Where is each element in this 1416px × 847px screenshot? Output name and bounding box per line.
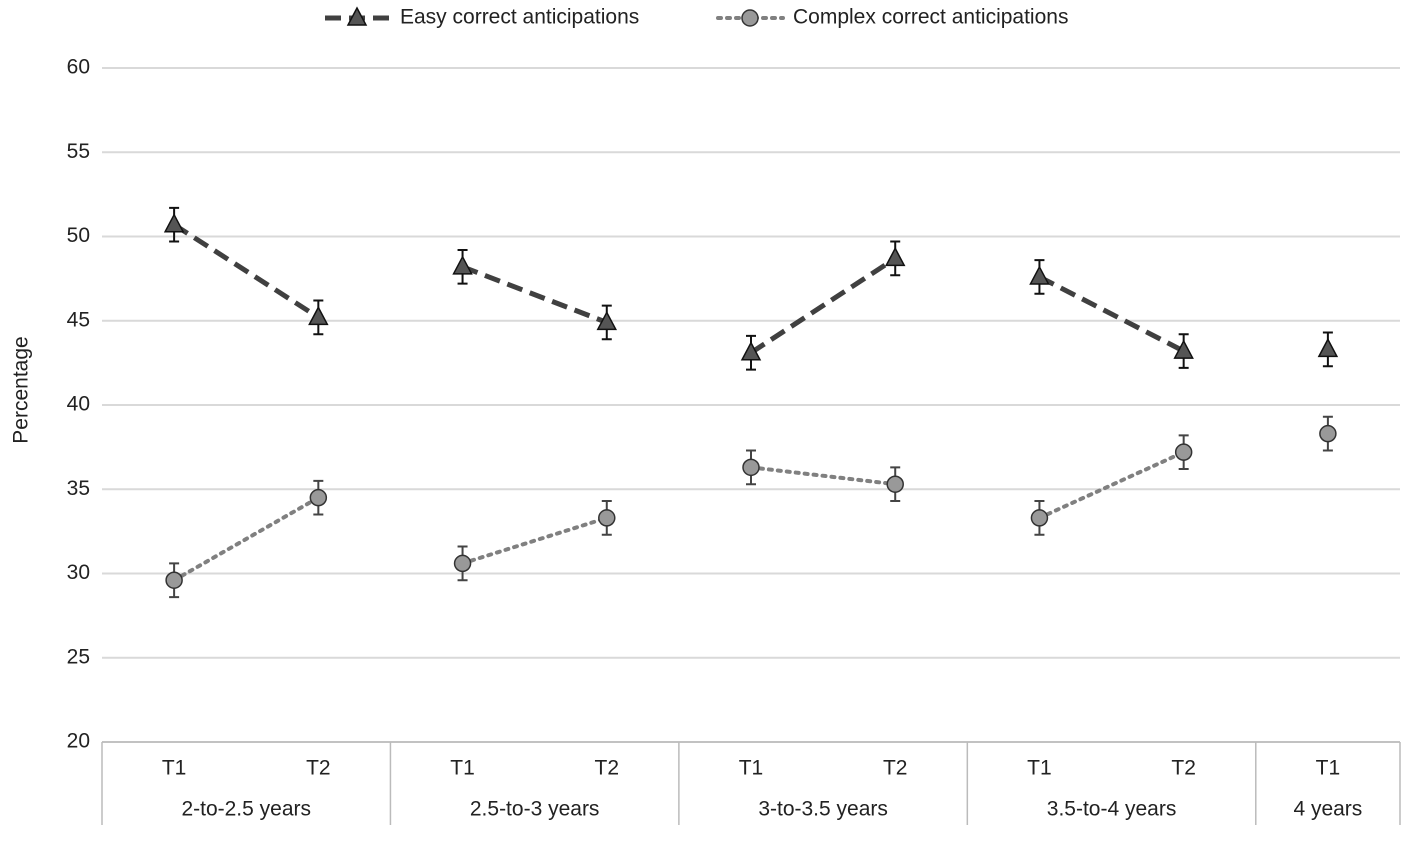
group-label: 2.5-to-3 years: [470, 798, 600, 821]
x-tick-label: T2: [306, 757, 331, 780]
y-tick-label: 55: [67, 140, 90, 163]
y-axis-label: Percentage: [10, 336, 33, 443]
point: [452, 255, 473, 275]
series-line: [460, 515, 609, 566]
series-line: [749, 465, 898, 487]
x-tick-label: T2: [883, 757, 908, 780]
point: [163, 213, 185, 233]
point: [740, 341, 762, 361]
y-tick-label: 25: [67, 645, 90, 668]
y-tick-label: 60: [67, 56, 90, 79]
point: [1317, 337, 1339, 358]
x-tick-label: T1: [739, 757, 764, 780]
legend-label: Complex correct anticipations: [793, 6, 1068, 29]
point: [1174, 443, 1193, 461]
point: [1029, 265, 1050, 285]
group-label: 4 years: [1293, 798, 1362, 821]
legend-marker: [346, 6, 368, 26]
point: [1173, 339, 1194, 359]
point: [309, 488, 328, 507]
point: [886, 475, 904, 493]
point: [165, 571, 183, 589]
group-label: 3-to-3.5 years: [758, 798, 888, 821]
legend-label: Easy correct anticipations: [400, 6, 639, 29]
point: [742, 458, 760, 477]
point: [1319, 424, 1337, 443]
group-label: 3.5-to-4 years: [1047, 798, 1177, 821]
x-tick-label: T1: [450, 757, 475, 780]
x-tick-label: T2: [1171, 757, 1196, 780]
y-tick-label: 20: [67, 730, 90, 753]
legend-marker: [741, 9, 759, 27]
x-tick-label: T1: [162, 757, 187, 780]
series-line: [1037, 450, 1186, 520]
x-tick-label: T2: [595, 757, 620, 780]
group-label: 2-to-2.5 years: [181, 798, 311, 821]
series-line: [172, 495, 321, 583]
series-line: [461, 264, 608, 325]
point: [596, 310, 618, 331]
y-tick-label: 35: [67, 477, 90, 500]
x-tick-label: T1: [1316, 757, 1341, 780]
y-tick-label: 30: [67, 561, 90, 584]
series-line: [1038, 274, 1185, 354]
point: [453, 554, 472, 573]
point: [598, 509, 616, 527]
point: [884, 246, 906, 267]
y-tick-label: 40: [67, 393, 90, 416]
x-tick-label: T1: [1027, 757, 1052, 780]
y-tick-label: 50: [67, 224, 90, 247]
series-line: [749, 256, 897, 355]
series-line: [172, 222, 320, 320]
point: [1030, 509, 1049, 527]
point: [308, 305, 329, 326]
y-tick-label: 45: [67, 308, 90, 331]
